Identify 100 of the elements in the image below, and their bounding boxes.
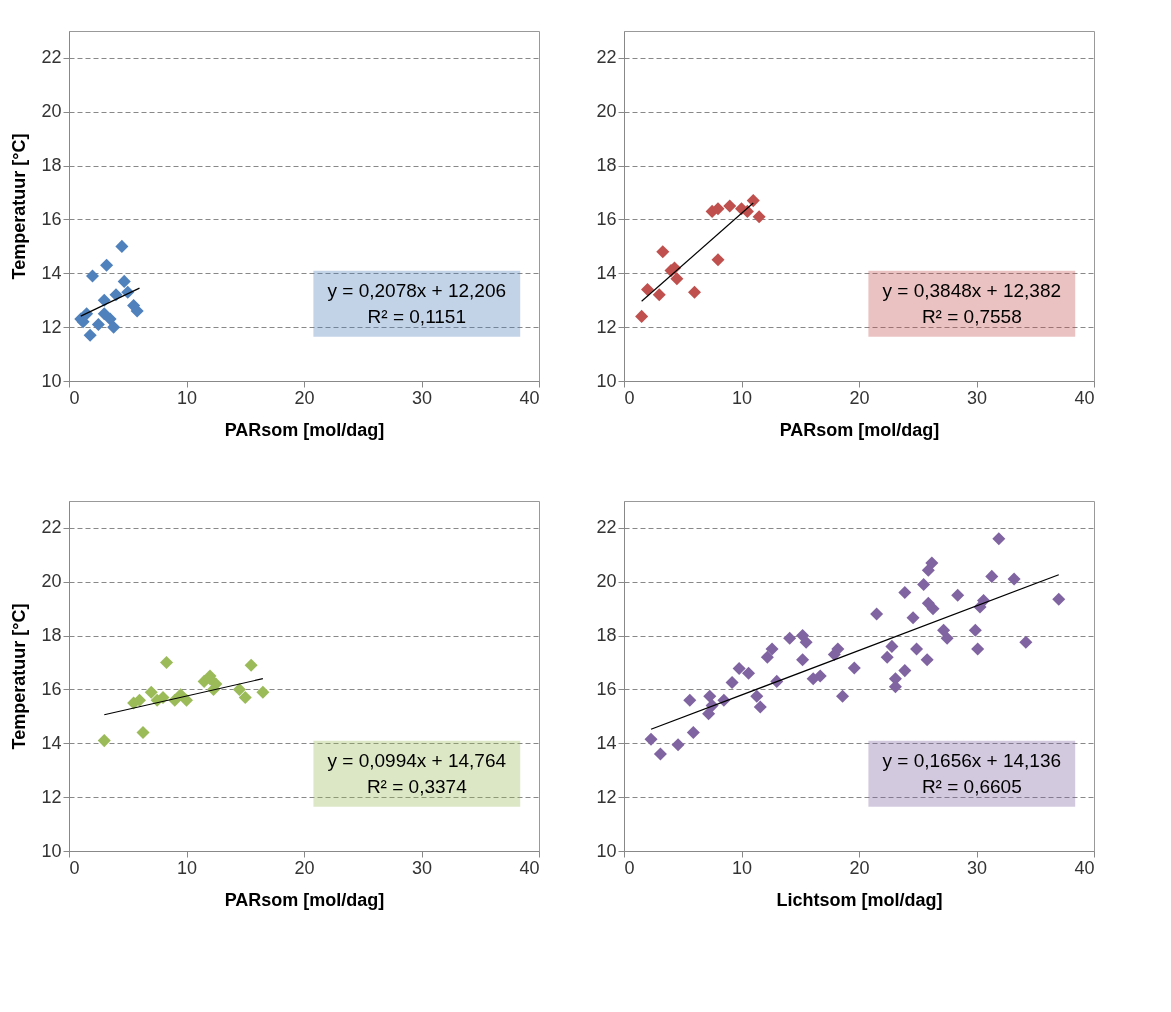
x-tick-label: 40: [519, 387, 540, 408]
y-tick-label: 18: [596, 155, 617, 176]
point: [670, 272, 684, 286]
x-tick-label: 10: [731, 387, 753, 408]
point: [256, 685, 270, 699]
y-tick-label: 22: [596, 517, 617, 538]
point: [711, 253, 725, 267]
point: [753, 700, 767, 714]
point: [951, 588, 965, 602]
y-tick-label: 14: [41, 732, 62, 753]
point: [968, 623, 982, 637]
point: [847, 661, 861, 675]
y-tick-label: 18: [41, 155, 62, 176]
point: [640, 282, 655, 296]
point: [750, 689, 764, 703]
x-tick-label: 0: [624, 857, 635, 878]
point: [799, 635, 813, 649]
point: [653, 747, 667, 761]
point: [783, 631, 797, 645]
point: [160, 656, 174, 670]
y-tick-label: 20: [596, 101, 617, 122]
x-axis-title: Lichtsom [mol/dag]: [776, 889, 943, 910]
point: [686, 726, 700, 740]
y-tick-label: 18: [596, 625, 617, 646]
point: [644, 732, 658, 746]
point: [656, 245, 670, 259]
point: [885, 639, 899, 653]
y-tick-label: 10: [596, 370, 617, 391]
point: [813, 669, 827, 683]
y-tick-label: 16: [596, 678, 617, 699]
point: [925, 556, 939, 570]
x-tick-label: 20: [849, 857, 870, 878]
y-tick-label: 22: [596, 47, 617, 68]
x-tick-label: 30: [411, 387, 433, 408]
point: [898, 586, 912, 600]
x-tick-label: 40: [1074, 857, 1095, 878]
point: [91, 317, 105, 331]
x-tick-label: 10: [731, 857, 753, 878]
point: [130, 304, 144, 318]
point: [136, 726, 150, 740]
x-tick-label: 40: [519, 857, 540, 878]
x-tick-label: 40: [1074, 387, 1095, 408]
x-axis-title: PARsom [mol/dag]: [224, 889, 385, 910]
point: [742, 666, 756, 680]
point: [985, 569, 999, 583]
point: [238, 691, 252, 705]
x-tick-label: 30: [411, 857, 433, 878]
x-tick-label: 30: [966, 387, 988, 408]
y-tick-label: 20: [596, 571, 617, 592]
point: [232, 682, 246, 696]
x-tick-label: 0: [624, 387, 635, 408]
y-tick-label: 10: [41, 370, 62, 391]
y-tick-label: 12: [596, 786, 617, 807]
point: [725, 675, 739, 689]
point: [100, 258, 114, 272]
y-tick-label: 14: [596, 262, 617, 283]
point: [683, 693, 697, 707]
y-tick-label: 14: [596, 732, 617, 753]
y-tick-label: 10: [596, 840, 617, 861]
x-axis-title: PARsom [mol/dag]: [779, 419, 940, 440]
point: [97, 734, 111, 748]
point: [687, 285, 702, 299]
point: [732, 661, 746, 675]
y-tick-label: 14: [41, 262, 62, 283]
point: [971, 642, 985, 656]
x-tick-label: 10: [176, 387, 198, 408]
x-tick-label: 0: [69, 857, 80, 878]
annotation: y = 0,3848x + 12,382: [882, 279, 1062, 301]
point: [117, 274, 131, 288]
x-tick-label: 20: [294, 857, 315, 878]
point: [926, 602, 940, 616]
y-tick-label: 16: [41, 678, 62, 699]
point: [83, 328, 97, 342]
y-axis-title: Temperatuur [°C]: [9, 603, 30, 750]
annotation: y = 0,2078x + 12,206: [327, 279, 507, 301]
x-tick-label: 0: [69, 387, 80, 408]
point: [652, 288, 666, 302]
y-tick-label: 12: [41, 786, 62, 807]
point: [760, 650, 774, 664]
point: [917, 577, 931, 591]
y-tick-label: 20: [41, 571, 62, 592]
x-tick-label: 20: [849, 387, 870, 408]
point: [244, 658, 258, 672]
point: [156, 691, 170, 705]
point: [1007, 572, 1021, 586]
y-tick-label: 16: [41, 208, 62, 229]
point: [746, 194, 760, 208]
annotation: R² = 0,7558: [921, 305, 1022, 327]
point: [97, 293, 111, 307]
point: [898, 664, 912, 678]
point: [107, 320, 121, 334]
y-tick-label: 12: [596, 316, 617, 337]
y-tick-label: 10: [41, 840, 62, 861]
x-tick-label: 30: [966, 857, 988, 878]
y-axis-title: Temperatuur [°C]: [9, 133, 30, 280]
point: [115, 239, 129, 253]
point: [910, 642, 924, 656]
point: [796, 653, 810, 667]
point: [870, 607, 884, 621]
point: [711, 202, 725, 216]
